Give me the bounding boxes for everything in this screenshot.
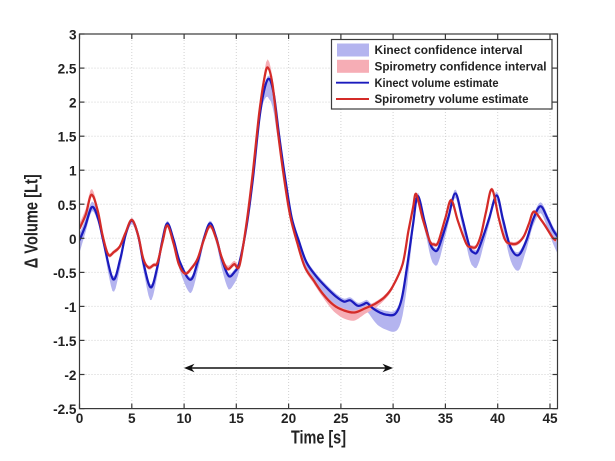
svg-text:-1.5: -1.5 [53, 334, 77, 349]
svg-text:Kinect volume estimate: Kinect volume estimate [375, 78, 499, 90]
svg-text:Spirometry confidence interval: Spirometry confidence interval [375, 62, 547, 74]
svg-text:10: 10 [177, 411, 192, 426]
svg-text:0.5: 0.5 [58, 198, 77, 213]
svg-text:2.5: 2.5 [58, 62, 77, 77]
svg-text:-1: -1 [64, 300, 77, 315]
svg-text:Spirometry volume estimate: Spirometry volume estimate [375, 94, 529, 106]
svg-text:45: 45 [542, 411, 558, 426]
svg-text:5: 5 [128, 411, 136, 426]
svg-text:-2: -2 [64, 368, 77, 383]
svg-text:-0.5: -0.5 [53, 266, 77, 281]
svg-text:3: 3 [69, 28, 77, 43]
svg-text:30: 30 [386, 411, 401, 426]
svg-text:40: 40 [490, 411, 505, 426]
svg-text:2: 2 [69, 96, 77, 111]
svg-text:Kinect confidence interval: Kinect confidence interval [375, 45, 523, 57]
svg-text:1: 1 [69, 164, 77, 179]
svg-text:-2.5: -2.5 [53, 402, 77, 417]
svg-text:Time [s]: Time [s] [291, 426, 346, 447]
svg-text:20: 20 [281, 411, 296, 426]
svg-text:1.5: 1.5 [58, 130, 77, 145]
svg-text:15: 15 [229, 411, 245, 426]
svg-text:25: 25 [333, 411, 349, 426]
svg-text:0: 0 [69, 232, 77, 247]
svg-text:Δ Volume [Lt]: Δ Volume [Lt] [21, 174, 42, 268]
svg-text:35: 35 [438, 411, 454, 426]
svg-text:0: 0 [76, 411, 84, 426]
